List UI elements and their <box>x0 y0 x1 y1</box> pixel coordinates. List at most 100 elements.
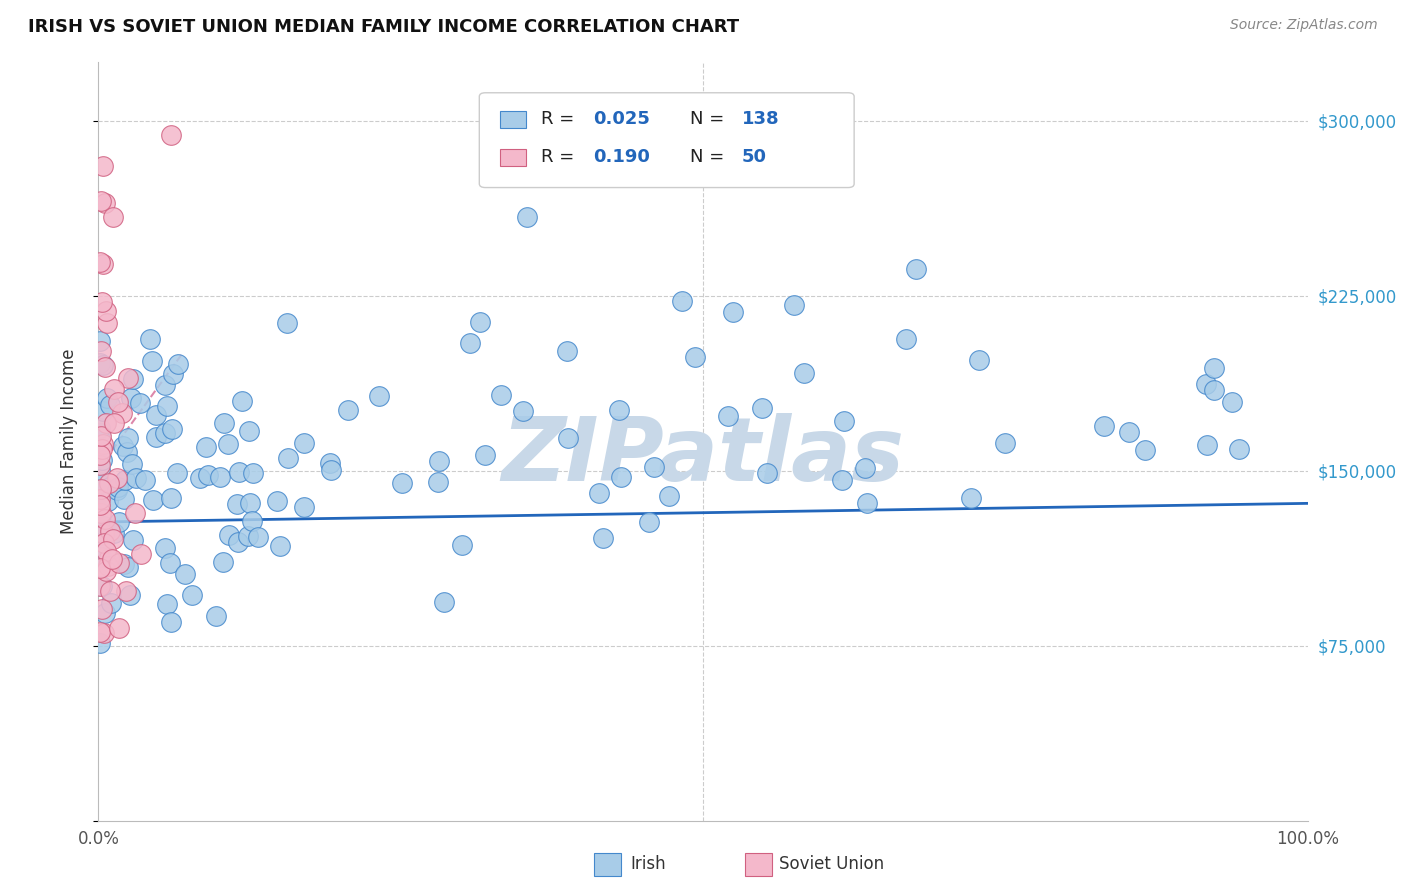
Point <box>319 456 342 470</box>
Point <box>89 546 111 560</box>
Point <box>93 404 115 418</box>
Point <box>89 544 111 558</box>
Point <box>98 551 121 566</box>
Point <box>337 402 360 417</box>
Point <box>108 620 131 634</box>
Point <box>89 421 111 435</box>
Point <box>153 541 176 556</box>
Point <box>89 458 111 473</box>
Point <box>89 448 111 462</box>
Point <box>89 636 111 650</box>
Text: ZIPatlas: ZIPatlas <box>502 413 904 500</box>
Y-axis label: Median Family Income: Median Family Income <box>59 349 77 534</box>
Point <box>118 588 141 602</box>
Point <box>120 391 142 405</box>
Point <box>609 470 631 484</box>
Point <box>159 556 181 570</box>
Text: 0.025: 0.025 <box>593 111 650 128</box>
Point <box>89 541 111 555</box>
Point <box>239 496 262 510</box>
Point <box>238 424 260 438</box>
Point <box>1220 395 1243 409</box>
Point <box>856 496 879 510</box>
Point <box>96 391 118 405</box>
Text: IRISH VS SOVIET UNION MEDIAN FAMILY INCOME CORRELATION CHART: IRISH VS SOVIET UNION MEDIAN FAMILY INCO… <box>28 18 740 36</box>
Point <box>512 404 534 418</box>
Point <box>129 396 152 410</box>
Point <box>101 210 124 224</box>
Point <box>94 512 117 526</box>
Bar <box>501 111 526 128</box>
Point <box>90 442 112 456</box>
Point <box>89 356 111 370</box>
Point <box>89 463 111 477</box>
Text: R =: R = <box>541 111 574 128</box>
Point <box>141 353 163 368</box>
Point <box>894 332 917 346</box>
Point <box>292 436 315 450</box>
Point <box>276 316 298 330</box>
Point <box>180 588 202 602</box>
Point <box>93 626 115 640</box>
Point <box>683 350 706 364</box>
Point <box>592 532 614 546</box>
Point <box>643 460 665 475</box>
Text: N =: N = <box>690 111 724 128</box>
Point <box>516 211 538 225</box>
Point <box>134 473 156 487</box>
Point <box>607 403 630 417</box>
Point <box>103 382 125 396</box>
Point <box>214 417 236 431</box>
Point <box>1092 419 1115 434</box>
Point <box>637 515 659 529</box>
Point <box>451 538 474 552</box>
Point <box>94 303 117 318</box>
Point <box>93 519 115 533</box>
Point <box>197 468 219 483</box>
Point <box>105 483 128 498</box>
Point <box>153 378 176 392</box>
Point <box>90 579 112 593</box>
Point <box>89 498 111 512</box>
Point <box>1202 360 1225 375</box>
Point <box>166 358 188 372</box>
Point <box>90 482 112 496</box>
Point <box>121 371 143 385</box>
Point <box>212 555 235 569</box>
Point <box>751 401 773 415</box>
Point <box>101 551 124 566</box>
Point <box>117 431 139 445</box>
Point <box>391 476 413 491</box>
Point <box>125 471 148 485</box>
Point <box>426 475 449 490</box>
Point <box>89 524 111 539</box>
Point <box>103 532 125 546</box>
Point <box>94 359 117 374</box>
Point <box>90 549 112 564</box>
Point <box>717 409 740 424</box>
Point <box>129 547 152 561</box>
Point <box>1135 443 1157 458</box>
Point <box>94 564 117 578</box>
Point <box>94 606 117 620</box>
Point <box>93 527 115 541</box>
Point <box>94 195 117 210</box>
Point <box>217 437 239 451</box>
Point <box>236 528 259 542</box>
Point <box>470 315 492 329</box>
Point <box>226 497 249 511</box>
Text: N =: N = <box>690 148 724 166</box>
Point <box>555 343 578 358</box>
Point <box>111 406 134 420</box>
Point <box>671 294 693 309</box>
Point <box>1229 442 1251 456</box>
Point <box>145 408 167 422</box>
Point <box>107 480 129 494</box>
Point <box>98 524 121 539</box>
Point <box>96 417 118 431</box>
Point <box>112 557 135 571</box>
Point <box>117 371 139 385</box>
Point <box>103 526 125 541</box>
Point <box>91 359 114 373</box>
Point <box>94 544 117 558</box>
